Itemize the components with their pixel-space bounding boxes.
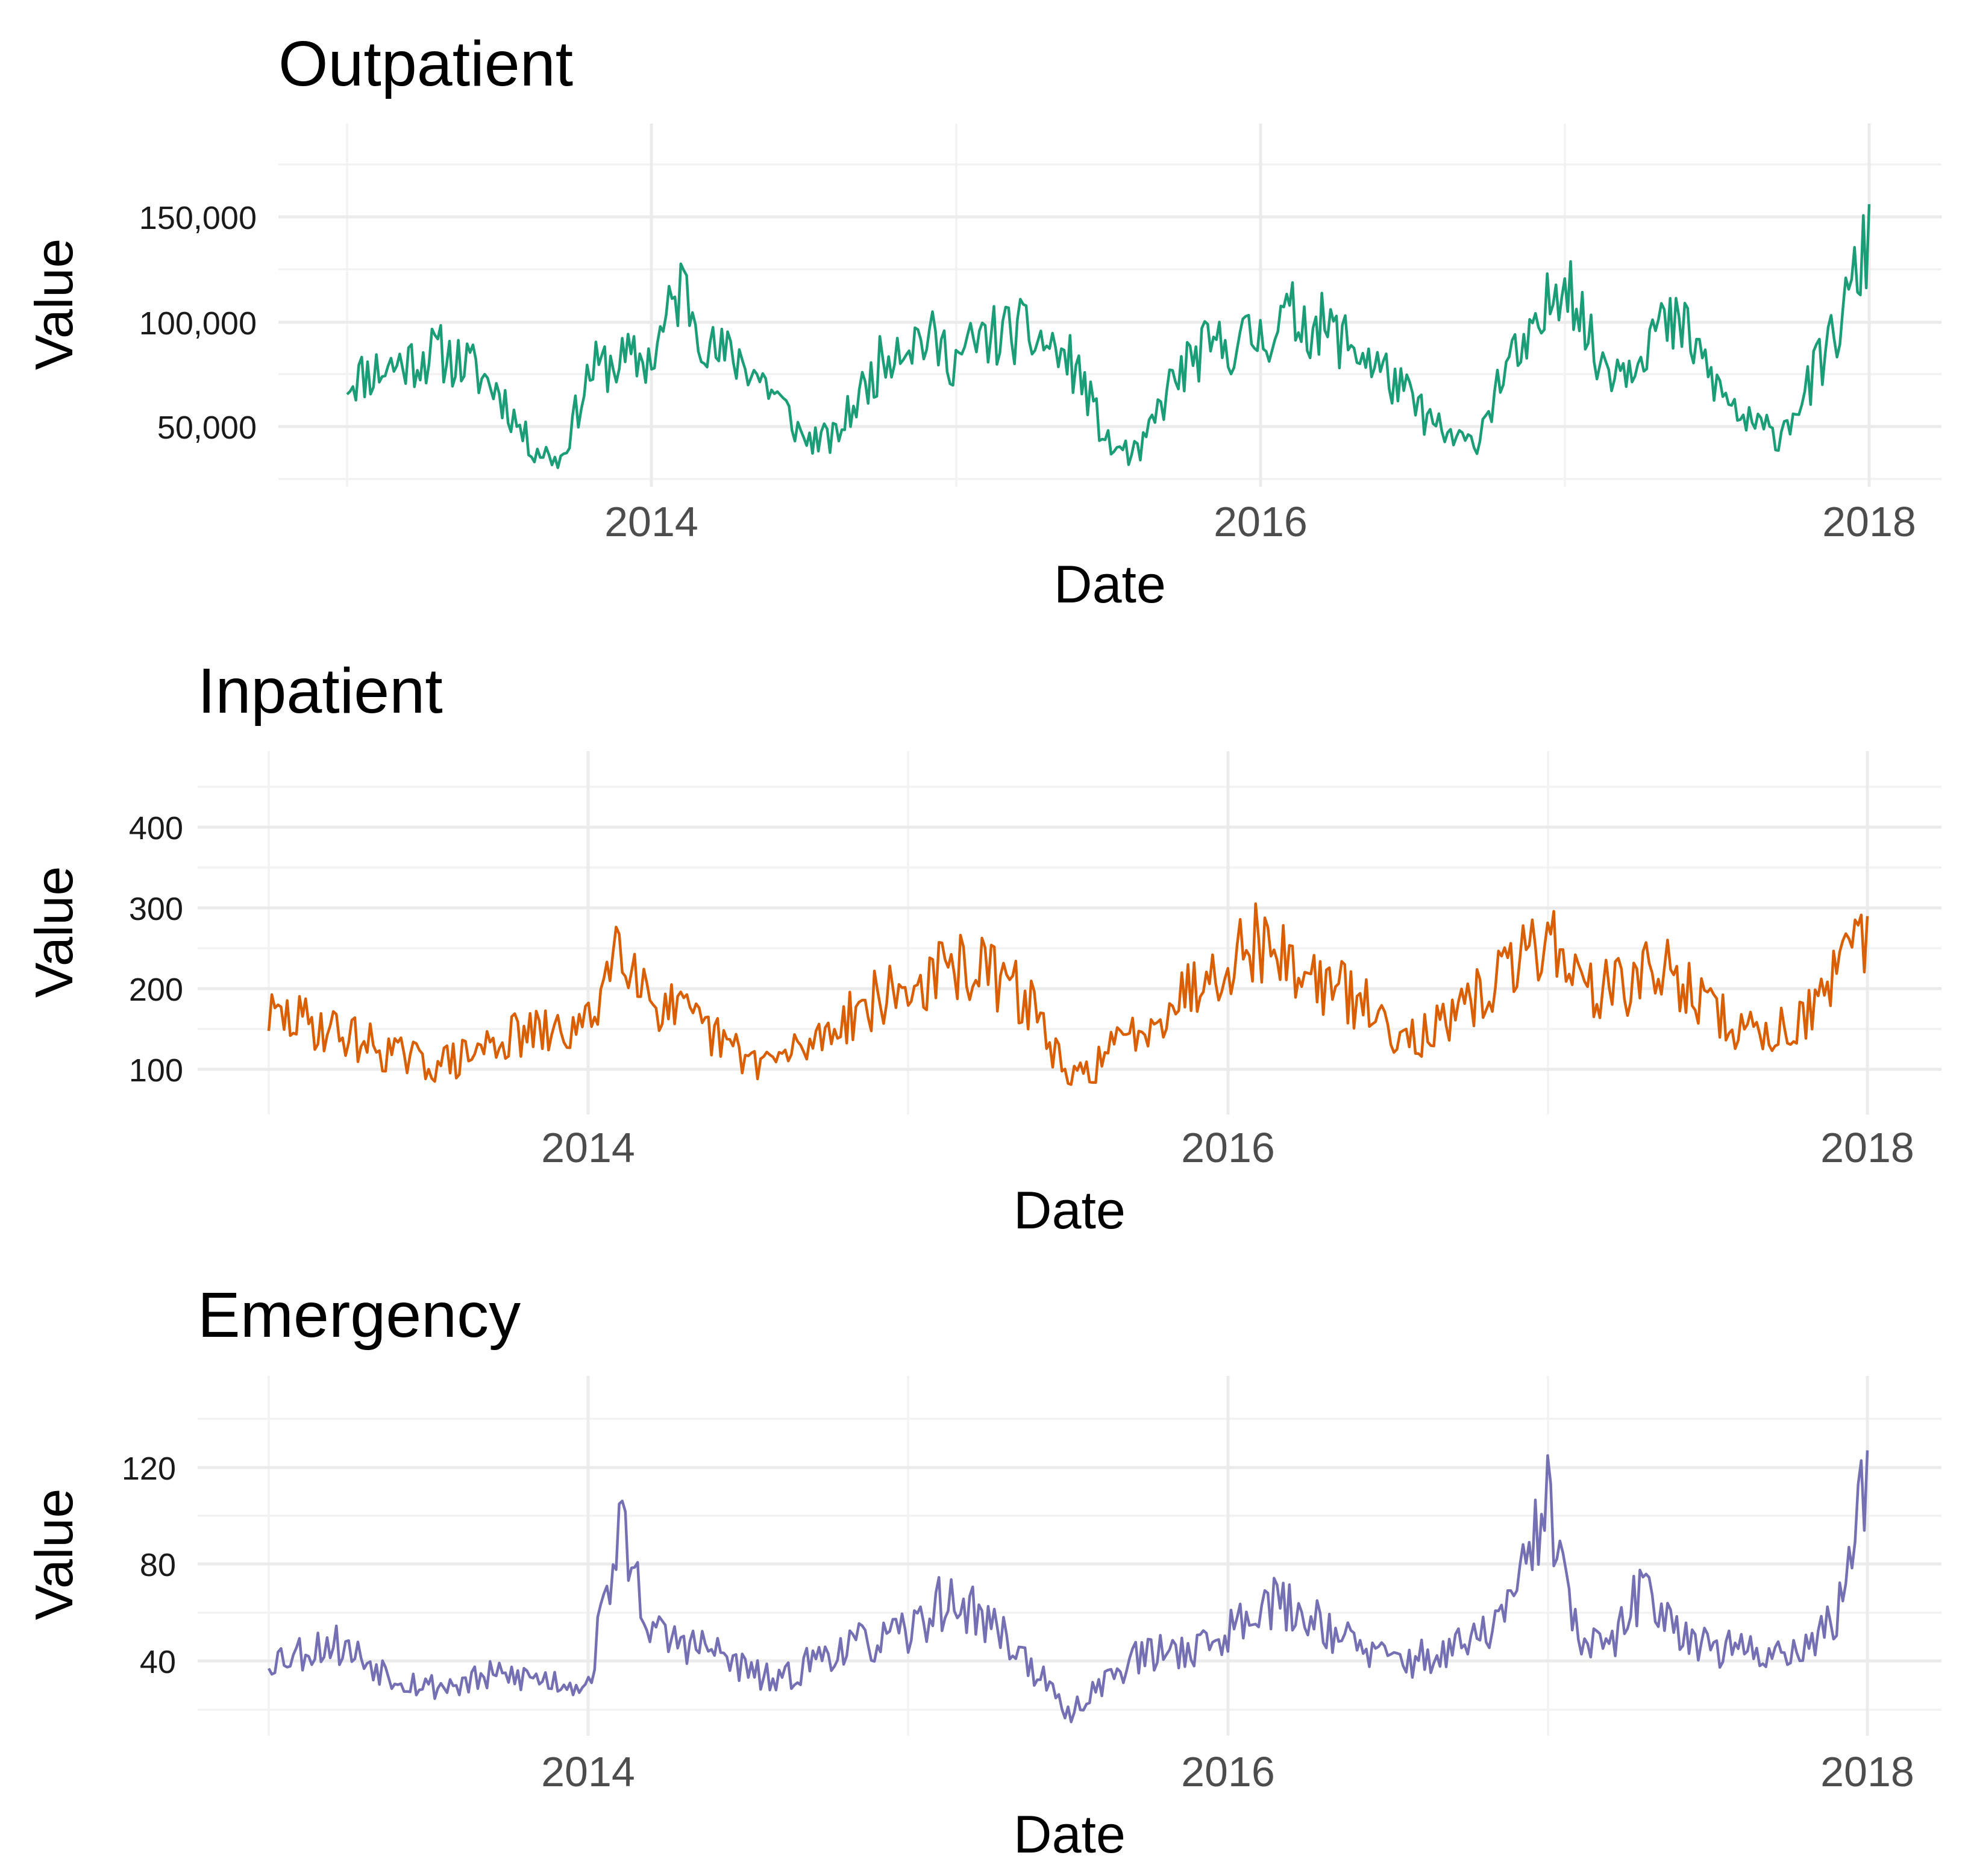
emergency-x-tick-label: 2018 [1820,1748,1914,1795]
emergency-y-tick-label: 40 [140,1644,176,1680]
inpatient-x-tick-label: 2016 [1181,1124,1275,1171]
emergency-y-tick-label: 80 [140,1547,176,1583]
inpatient-y-tick-label: 400 [129,810,183,846]
outpatient-y-tick-label: 50,000 [157,410,257,446]
inpatient-y-axis-label: Value [24,866,84,998]
emergency-x-tick-label: 2016 [1181,1748,1275,1795]
inpatient-gridlines [198,751,1941,1115]
inpatient-y-tick-label: 200 [129,972,183,1008]
outpatient-y-tick-label: 150,000 [139,200,257,236]
emergency-x-ticks: 2014 2016 2018 [541,1748,1914,1795]
inpatient-x-axis-label: Date [1014,1180,1126,1240]
outpatient-y-tick-label: 100,000 [139,305,257,342]
emergency-title: Emergency [198,1280,521,1351]
emergency-x-axis-label: Date [1014,1804,1126,1864]
panel-outpatient: Outpatient 50,000 100,000 150,000 2014 2… [24,28,1941,614]
inpatient-title: Inpatient [198,655,443,727]
outpatient-series-line [346,204,1871,469]
panel-emergency: Emergency 40 80 120 2014 2016 2018 [24,1280,1941,1864]
outpatient-title: Outpatient [278,28,573,99]
inpatient-x-tick-label: 2018 [1820,1124,1914,1171]
inpatient-y-ticks: 100 200 300 400 [129,810,183,1089]
outpatient-x-tick-label: 2016 [1214,498,1308,545]
outpatient-x-tick-label: 2014 [604,498,698,545]
outpatient-x-tick-label: 2018 [1822,498,1916,545]
inpatient-series-line [267,902,1869,1086]
inpatient-y-tick-label: 100 [129,1052,183,1089]
emergency-x-tick-label: 2014 [541,1748,635,1795]
emergency-series-line [268,1450,1869,1724]
outpatient-x-ticks: 2014 2016 2018 [604,498,1916,545]
inpatient-x-ticks: 2014 2016 2018 [541,1124,1914,1171]
inpatient-x-tick-label: 2014 [541,1124,635,1171]
panel-inpatient: Inpatient 100 200 300 400 2014 2016 [24,655,1941,1240]
outpatient-y-ticks: 50,000 100,000 150,000 [139,200,257,446]
outpatient-y-axis-label: Value [24,239,84,371]
inpatient-y-tick-label: 300 [129,891,183,927]
emergency-y-tick-label: 120 [122,1451,176,1487]
emergency-y-axis-label: Value [24,1489,84,1621]
outpatient-x-axis-label: Date [1054,554,1166,614]
emergency-gridlines [198,1376,1941,1736]
emergency-y-ticks: 40 80 120 [122,1451,176,1680]
